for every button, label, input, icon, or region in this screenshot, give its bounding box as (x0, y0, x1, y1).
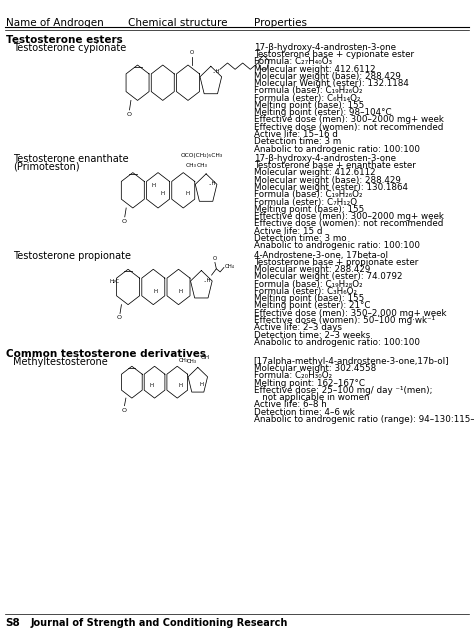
Text: Melting point (ester): 98–104°C: Melting point (ester): 98–104°C (254, 108, 391, 117)
Text: Common testosterone derivatives: Common testosterone derivatives (6, 349, 206, 359)
Text: Molecular weight: 302.4558: Molecular weight: 302.4558 (254, 364, 376, 373)
Text: Methyltestosterone: Methyltestosterone (13, 356, 108, 367)
Text: O: O (212, 256, 217, 261)
Text: Anabolic to androgenic ratio: 100:100: Anabolic to androgenic ratio: 100:100 (254, 338, 419, 347)
Text: H: H (179, 384, 183, 389)
Text: Molecular Weight (ester): 132.1184: Molecular Weight (ester): 132.1184 (254, 79, 409, 88)
Text: Active life: 2–3 days: Active life: 2–3 days (254, 324, 342, 332)
Text: Detection time: 3 mo: Detection time: 3 mo (254, 234, 346, 243)
Text: Formula: C₂₀H₃₀O₂: Formula: C₂₀H₃₀O₂ (254, 371, 332, 380)
Text: ..H: ..H (208, 181, 216, 186)
Text: Effective dose (women): not recommended: Effective dose (women): not recommended (254, 123, 443, 131)
Text: Effective dose (men): 300–2000 mg+ week: Effective dose (men): 300–2000 mg+ week (254, 212, 444, 221)
Text: Molecular weight: 412.6112: Molecular weight: 412.6112 (254, 169, 375, 178)
Text: (Primoteston): (Primoteston) (13, 161, 80, 171)
Text: CH₄: CH₄ (225, 264, 235, 269)
Text: Melting point (base): 155: Melting point (base): 155 (254, 101, 364, 110)
Text: O: O (122, 219, 127, 224)
Text: Formula (ester): C₇H₁₂O: Formula (ester): C₇H₁₂O (254, 198, 357, 207)
Text: ..H: ..H (213, 69, 220, 74)
Text: Testosterone propionate: Testosterone propionate (13, 251, 131, 260)
Text: 4-Androstene-3-one, 17beta-ol: 4-Androstene-3-one, 17beta-ol (254, 251, 388, 260)
Text: Testosterone enanthate: Testosterone enanthate (13, 154, 128, 164)
Text: Anabolic to androgenic ratio: 100:100: Anabolic to androgenic ratio: 100:100 (254, 145, 419, 154)
Text: H: H (199, 382, 203, 387)
Text: Formula (ester): C₆H₁₄O₂: Formula (ester): C₆H₁₄O₂ (254, 94, 360, 102)
Text: Molecular weight (ester): 74.0792: Molecular weight (ester): 74.0792 (254, 272, 402, 281)
Text: Testosterone base + enanthate ester: Testosterone base + enanthate ester (254, 161, 416, 170)
Text: Formula (base): C₁₉H₂₈O₂: Formula (base): C₁₉H₂₈O₂ (254, 280, 362, 289)
Text: [17alpha-methyl-4-androstene-3-one,17b-ol]: [17alpha-methyl-4-androstene-3-one,17b-o… (254, 356, 449, 366)
Text: Effective dose (men): 350–2,000 mg+ week: Effective dose (men): 350–2,000 mg+ week (254, 309, 446, 318)
Text: 17-β-hydroxy-4-androsten-3-one: 17-β-hydroxy-4-androsten-3-one (254, 154, 396, 163)
Text: Melting point (base): 155: Melting point (base): 155 (254, 295, 364, 303)
Text: OH: OH (200, 355, 210, 360)
Text: Active life: 15 d: Active life: 15 d (254, 227, 322, 236)
Text: H₂C: H₂C (109, 279, 119, 284)
Text: Detection time: 2–3 weeks: Detection time: 2–3 weeks (254, 331, 370, 339)
Text: 17-β-hydroxy-4-androsten-3-one: 17-β-hydroxy-4-androsten-3-one (254, 43, 396, 52)
Text: Formula (ester): C₃H₆O₂: Formula (ester): C₃H₆O₂ (254, 287, 356, 296)
Text: H: H (178, 289, 182, 295)
Text: Effective dose: 25–100 mg/ day ⁻¹(men);: Effective dose: 25–100 mg/ day ⁻¹(men); (254, 386, 432, 395)
Text: Active life: 6–8 h: Active life: 6–8 h (254, 400, 326, 410)
Text: Melting point (ester): 21°C: Melting point (ester): 21°C (254, 301, 370, 310)
Text: CH₃: CH₃ (197, 162, 208, 167)
Text: Effective dose (women): not recommended: Effective dose (women): not recommended (254, 219, 443, 228)
Text: Melting point (base): 155: Melting point (base): 155 (254, 205, 364, 214)
Text: Detection time: 4–6 wk: Detection time: 4–6 wk (254, 408, 355, 416)
Text: Testosterone cypionate: Testosterone cypionate (13, 43, 126, 52)
Text: Detection time: 3 m: Detection time: 3 m (254, 137, 341, 146)
Text: H: H (186, 191, 190, 196)
Text: Name of Androgen: Name of Androgen (6, 18, 103, 28)
Text: Testosterone base + cypionate ester: Testosterone base + cypionate ester (254, 50, 414, 59)
Text: H: H (160, 191, 164, 196)
Text: Molecular weight: 288.429: Molecular weight: 288.429 (254, 265, 370, 274)
Text: H: H (149, 384, 153, 389)
Text: H: H (152, 183, 155, 188)
Text: CH₃: CH₃ (187, 359, 197, 364)
Text: OCO(CH₂)₅CH₃: OCO(CH₂)₅CH₃ (180, 153, 222, 158)
Text: CH₃: CH₃ (186, 162, 197, 167)
Text: Anabolic to androgenic ratio (range): 94–130:115–150: Anabolic to androgenic ratio (range): 94… (254, 415, 474, 424)
Text: Molecular weight: 412.6112: Molecular weight: 412.6112 (254, 64, 375, 73)
Text: Effective dose (men): 300–2000 mg+ week: Effective dose (men): 300–2000 mg+ week (254, 116, 444, 125)
Text: CH₃: CH₃ (179, 358, 189, 363)
Text: ..H: ..H (203, 278, 211, 283)
Text: Molecular weight (base): 288.429: Molecular weight (base): 288.429 (254, 176, 401, 185)
Text: Testosterone base + propionate ester: Testosterone base + propionate ester (254, 258, 418, 267)
Text: Formula (base): C₁₉H₂₆O₂: Formula (base): C₁₉H₂₆O₂ (254, 190, 362, 199)
Text: Formula: C₂₇H₄₀O₃: Formula: C₂₇H₄₀O₃ (254, 58, 332, 66)
Text: Anabolic to androgenic ratio: 100:100: Anabolic to androgenic ratio: 100:100 (254, 241, 419, 250)
Text: Formula (base): C₁₉H₂₆O₂: Formula (base): C₁₉H₂₆O₂ (254, 87, 362, 95)
Text: H: H (153, 289, 157, 295)
Text: Molecular weight (ester): 130.1864: Molecular weight (ester): 130.1864 (254, 183, 408, 192)
Text: Melting point: 162–167°C: Melting point: 162–167°C (254, 379, 365, 387)
Text: not applicable in women: not applicable in women (254, 393, 369, 402)
Text: Active life: 15–16 d: Active life: 15–16 d (254, 130, 337, 139)
Text: O: O (127, 112, 132, 117)
Text: Testosterone esters: Testosterone esters (6, 35, 122, 45)
Text: O: O (121, 408, 127, 413)
Text: O: O (117, 315, 122, 320)
Text: Properties: Properties (254, 18, 307, 28)
Text: Chemical structure: Chemical structure (128, 18, 228, 28)
Text: S8: S8 (6, 618, 20, 628)
Text: Effective dose (women): 50–100 mg·wk⁻¹: Effective dose (women): 50–100 mg·wk⁻¹ (254, 316, 435, 325)
Text: Molecular weight (base): 288.429: Molecular weight (base): 288.429 (254, 72, 401, 81)
Text: O: O (190, 50, 194, 55)
Text: Journal of Strength and Conditioning Research: Journal of Strength and Conditioning Res… (31, 618, 288, 628)
